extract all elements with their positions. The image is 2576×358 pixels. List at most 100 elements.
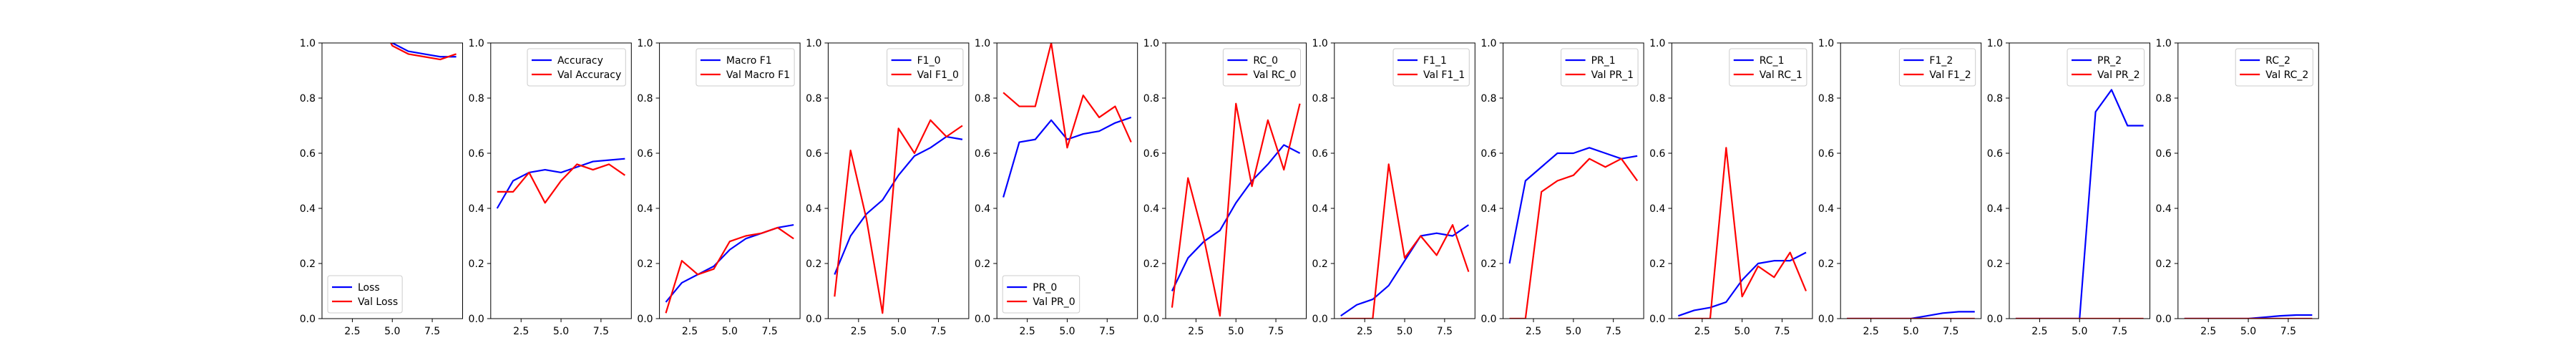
y-tick-label: 0.0 bbox=[469, 314, 484, 325]
y-tick-label: 0.0 bbox=[1818, 314, 1834, 325]
legend-box bbox=[1392, 48, 1470, 87]
legend-box bbox=[2235, 48, 2313, 87]
line-series bbox=[497, 163, 625, 204]
legend-label: Val RC_0 bbox=[1253, 69, 1296, 81]
y-tick-label: 1.0 bbox=[1987, 38, 2003, 49]
x-tick-label: 2.5 bbox=[2200, 326, 2216, 337]
legend-label: Val PR_0 bbox=[1033, 296, 1075, 308]
line-series bbox=[2015, 89, 2144, 319]
axes-frame bbox=[1165, 42, 1307, 319]
y-tick-label: 0.4 bbox=[2156, 203, 2172, 215]
x-tick-label: 7.5 bbox=[424, 326, 440, 337]
legend-label: RC_2 bbox=[2265, 55, 2290, 67]
legend-label: F1_1 bbox=[1423, 55, 1447, 67]
y-tick-label: 0.0 bbox=[300, 314, 316, 325]
y-tick-label: 1.0 bbox=[469, 38, 484, 49]
line-series bbox=[1340, 163, 1470, 319]
x-tick-label: 7.5 bbox=[1774, 326, 1790, 337]
legend: F1_0 Val F1_0 bbox=[887, 48, 964, 87]
y-tick-label: 0.4 bbox=[1818, 203, 1834, 215]
subplot: 0.0 0.2 0.4 0.6 0.8 1.0 2.5 5.0 7.5 F1_0 Val F1_0 bbox=[806, 38, 970, 337]
legend-label: Val Loss bbox=[358, 296, 398, 308]
axes-frame bbox=[1503, 42, 1644, 319]
legend-label: Loss bbox=[358, 282, 380, 294]
x-tick-label: 2.5 bbox=[1188, 326, 1204, 337]
x-tick-label: 7.5 bbox=[1437, 326, 1453, 337]
y-tick-label: 0.4 bbox=[1312, 203, 1328, 215]
x-tick-label: 2.5 bbox=[1526, 326, 1541, 337]
y-tick-label: 0.6 bbox=[1480, 148, 1496, 160]
legend-label: Val Macro F1 bbox=[726, 69, 790, 81]
legend: F1_2 Val F1_2 bbox=[1898, 48, 1976, 87]
subplot: 0.0 0.2 0.4 0.6 0.8 1.0 2.5 5.0 7.5 F1_2 Val F1_2 bbox=[1818, 38, 1982, 337]
y-tick-label: 0.0 bbox=[2156, 314, 2172, 325]
y-tick-label: 1.0 bbox=[1480, 38, 1496, 49]
x-tick-label: 2.5 bbox=[1019, 326, 1035, 337]
x-tick-label: 5.0 bbox=[1735, 326, 1750, 337]
y-tick-label: 0.6 bbox=[300, 148, 316, 160]
axes-frame bbox=[996, 42, 1138, 319]
y-tick-label: 0.2 bbox=[1312, 258, 1328, 270]
legend: Accuracy Val Accuracy bbox=[527, 48, 626, 87]
legend-label: PR_1 bbox=[1591, 55, 1616, 67]
axes-frame bbox=[321, 42, 463, 319]
x-tick-label: 5.0 bbox=[2240, 326, 2256, 337]
legend-box bbox=[696, 48, 795, 87]
subplot: 0.0 0.2 0.4 0.6 0.8 1.0 2.5 5.0 7.5 RC_2 Val RC_2 bbox=[2156, 38, 2319, 337]
line-series bbox=[2184, 314, 2313, 319]
line-series bbox=[1171, 102, 1301, 317]
y-tick-label: 0.4 bbox=[1987, 203, 2003, 215]
legend: RC_2 Val RC_2 bbox=[2235, 48, 2313, 87]
subplot: 0.0 0.2 0.4 0.6 0.8 1.0 2.5 5.0 7.5 PR_2 Val PR_2 bbox=[1987, 38, 2150, 337]
y-tick-label: 0.4 bbox=[300, 203, 316, 215]
x-tick-label: 5.0 bbox=[1903, 326, 1918, 337]
x-tick-label: 7.5 bbox=[2280, 326, 2296, 337]
subplot: 0.0 0.2 0.4 0.6 0.8 1.0 2.5 5.0 7.5 Accuracy Val A… bbox=[469, 38, 632, 337]
legend-label: Val PR_1 bbox=[1591, 69, 1634, 81]
legend-label: PR_0 bbox=[1033, 282, 1057, 294]
legend-label: Val RC_2 bbox=[2265, 69, 2308, 81]
line-series bbox=[1677, 251, 1807, 317]
line-series bbox=[1508, 147, 1638, 264]
subplot: 0.0 0.2 0.4 0.6 0.8 1.0 2.5 5.0 7.5 RC_1 Val RC_1 bbox=[1649, 38, 1813, 337]
x-tick-label: 2.5 bbox=[851, 326, 867, 337]
y-tick-label: 0.4 bbox=[1480, 203, 1496, 215]
legend-box bbox=[1561, 48, 1639, 87]
y-tick-label: 0.0 bbox=[1312, 314, 1328, 325]
y-tick-label: 0.0 bbox=[1649, 314, 1665, 325]
y-tick-label: 0.2 bbox=[1818, 258, 1834, 270]
x-tick-label: 2.5 bbox=[2031, 326, 2047, 337]
legend-label: Val F1_1 bbox=[1423, 69, 1465, 81]
x-tick-label: 7.5 bbox=[593, 326, 609, 337]
y-tick-label: 0.2 bbox=[469, 258, 484, 270]
y-tick-label: 1.0 bbox=[1143, 38, 1159, 49]
y-tick-label: 0.2 bbox=[1480, 258, 1496, 270]
x-tick-label: 5.0 bbox=[384, 326, 400, 337]
legend-label: Val Accuracy bbox=[557, 69, 621, 81]
y-tick-label: 0.4 bbox=[975, 203, 990, 215]
y-tick-label: 0.8 bbox=[637, 93, 653, 105]
axes-frame bbox=[490, 42, 632, 319]
y-tick-label: 1.0 bbox=[1649, 38, 1665, 49]
y-tick-label: 0.0 bbox=[1987, 314, 2003, 325]
x-tick-label: 5.0 bbox=[722, 326, 738, 337]
legend-box bbox=[1729, 48, 1807, 87]
legend: F1_1 Val F1_1 bbox=[1392, 48, 1470, 87]
y-tick-label: 1.0 bbox=[637, 38, 653, 49]
y-tick-label: 0.0 bbox=[637, 314, 653, 325]
line-series bbox=[1171, 144, 1301, 291]
subplot: 0.0 0.2 0.4 0.6 0.8 1.0 2.5 5.0 7.5 PR_0 Val PR_0 bbox=[975, 38, 1138, 337]
x-tick-label: 7.5 bbox=[1099, 326, 1115, 337]
y-tick-label: 0.6 bbox=[1312, 148, 1328, 160]
x-tick-label: 7.5 bbox=[1943, 326, 1958, 337]
x-tick-label: 5.0 bbox=[553, 326, 569, 337]
y-tick-label: 0.6 bbox=[1143, 148, 1159, 160]
y-tick-label: 0.0 bbox=[1480, 314, 1496, 325]
subplot: 0.0 0.2 0.4 0.6 0.8 1.0 2.5 5.0 7.5 Loss Val Loss bbox=[300, 38, 463, 337]
legend-box bbox=[2067, 48, 2145, 87]
legend: Loss Val Loss bbox=[327, 275, 403, 314]
x-tick-label: 5.0 bbox=[891, 326, 907, 337]
legend-box bbox=[887, 48, 964, 87]
